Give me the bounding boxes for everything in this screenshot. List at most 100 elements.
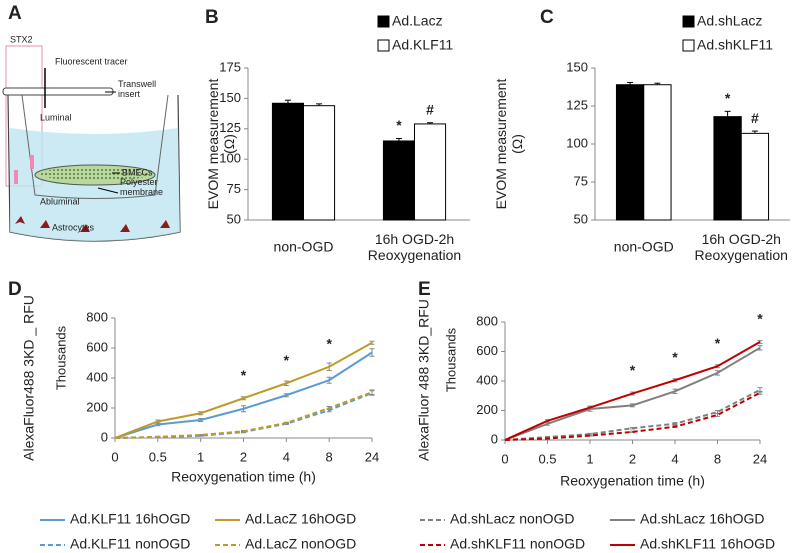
label: Luminal	[40, 112, 72, 122]
bar	[643, 84, 672, 221]
bmecs	[40, 167, 150, 181]
legend-label: Ad.KLF11 nonOGD	[70, 536, 190, 552]
x-tick-label: 24	[365, 449, 379, 464]
x-tick-label: 1	[586, 451, 593, 466]
significance: *	[284, 352, 290, 368]
y-tick-label: 0	[101, 429, 108, 444]
x-tick-label: 24	[753, 451, 767, 466]
y-tick-label: 75	[227, 181, 241, 196]
y-tick-label: 200	[476, 402, 498, 417]
label: Abluminal	[40, 196, 80, 206]
legend-label: Ad.shLacz	[697, 13, 762, 29]
bar	[615, 84, 645, 221]
astrocytes	[15, 216, 170, 232]
y-axis-label: EVOM measurement(Ω)	[493, 79, 525, 210]
y-tick-label: 800	[86, 309, 108, 324]
significance: #	[751, 110, 759, 126]
y-axis-label: AlexaFluor 488 3KD_RFU	[416, 299, 432, 461]
series-line	[114, 351, 373, 439]
x-axis-label: Reoxygenation time (h)	[171, 469, 316, 485]
x-tick-label: 8	[714, 451, 721, 466]
x-tick-label: 16h OGD-2h Reoxygenation	[368, 231, 461, 263]
x-tick-label: 0.5	[149, 449, 167, 464]
label: Fluorescent tracer	[55, 56, 128, 66]
significance: *	[326, 335, 332, 351]
y-tick-label: 400	[476, 372, 498, 387]
panel-letter: A	[8, 3, 22, 24]
series-line	[504, 391, 761, 441]
tracer	[14, 170, 18, 184]
series-line	[504, 346, 761, 441]
significance: *	[715, 335, 721, 351]
legend-label: Ad.shLacz 16hOGD	[640, 511, 765, 527]
legend-label: Ad.Lacz	[392, 13, 443, 29]
label: Astrocytes	[52, 222, 95, 232]
y-tick-label: 75	[574, 173, 588, 188]
legend-label: Ad.shKLF11 nonOGD	[450, 536, 585, 552]
y-tick-label: 50	[574, 211, 588, 226]
significance: *	[672, 349, 678, 365]
x-tick-label: 8	[326, 449, 333, 464]
x-tick-label: 2	[240, 449, 247, 464]
panel-letter: D	[8, 279, 22, 300]
y-tick-label: 50	[227, 211, 241, 226]
x-tick-label: 4	[283, 449, 290, 464]
legend-label: Ad.KLF11 16hOGD	[70, 511, 190, 527]
bar	[740, 132, 770, 221]
panel-letter: E	[418, 279, 431, 300]
legend-label: Ad.shLacz nonOGD	[450, 511, 575, 527]
x-tick-label: 4	[671, 451, 678, 466]
series-line	[114, 391, 373, 439]
y-tick-label: 150	[219, 90, 241, 105]
y-tick-label: 600	[86, 339, 108, 354]
label: STX2	[10, 34, 33, 44]
legend-swatch	[377, 15, 390, 28]
legend-swatch	[682, 15, 695, 28]
series-line	[504, 388, 761, 441]
y-tick-label: 200	[86, 399, 108, 414]
legend-label: Ad.LacZ 16hOGD	[245, 511, 356, 527]
y-tick-label: 400	[86, 369, 108, 384]
y-tick-label: 175	[219, 59, 241, 74]
bar	[271, 102, 305, 221]
x-axis-label: Reoxygenation time (h)	[560, 473, 705, 489]
y-tick-label: 150	[566, 59, 588, 74]
x-tick-label: 0	[501, 451, 508, 466]
legend-label: Ad.KLF11	[392, 37, 453, 53]
significance: #	[426, 101, 434, 117]
insert-rim	[2, 87, 114, 96]
pointer	[97, 187, 119, 194]
bar	[303, 105, 336, 221]
bar	[382, 140, 416, 221]
y-tick-label: 125	[566, 97, 588, 112]
y-tick-label: 100	[566, 135, 588, 150]
y-tick-label: 600	[476, 343, 498, 358]
significance: *	[725, 90, 731, 106]
bar	[414, 123, 447, 221]
x-tick-label: 0.5	[538, 451, 556, 466]
legend-label: Ad.shKLF11 16hOGD	[640, 536, 775, 552]
panel-letter: B	[205, 7, 219, 28]
x-tick-label: non-OGD	[614, 239, 674, 255]
significance: *	[241, 367, 247, 383]
x-tick-label: 2	[629, 451, 636, 466]
y-tick-label: 0	[491, 431, 498, 446]
x-tick-label: non-OGD	[274, 239, 334, 255]
label: BMECs	[122, 167, 153, 177]
x-tick-label: 1	[197, 449, 204, 464]
series-line	[114, 341, 373, 439]
legend-label: Ad.LacZ nonOGD	[245, 536, 356, 552]
significance: *	[757, 311, 763, 327]
label: Transwell insert	[118, 79, 156, 99]
tracer	[30, 155, 34, 169]
series-line	[504, 341, 761, 441]
y-axis-label: EVOM measurement(Ω)	[205, 79, 237, 210]
diagram: A STX2 Fluorescent tracer Transwell inser…	[2, 3, 181, 242]
bar	[713, 116, 742, 221]
y-axis-unit: Thousands	[443, 327, 458, 392]
y-axis-unit: Thousands	[53, 325, 68, 390]
panel-letter: C	[540, 7, 554, 28]
legend-swatch	[682, 39, 695, 52]
legend-label: Ad.shKLF11	[697, 37, 773, 53]
